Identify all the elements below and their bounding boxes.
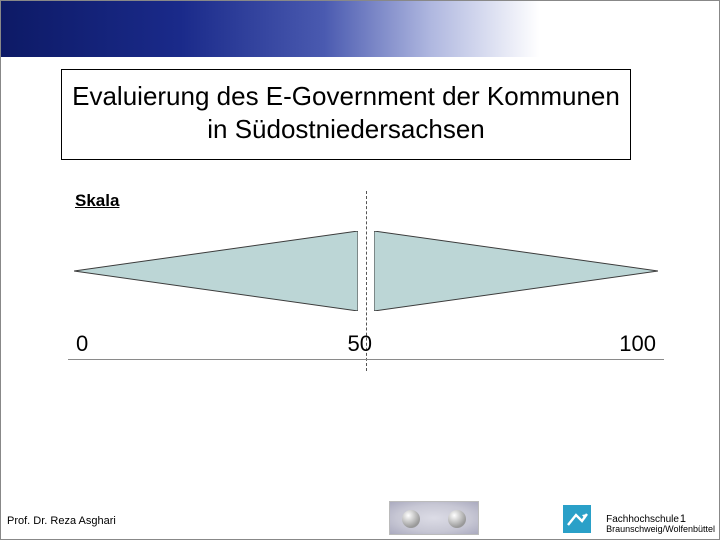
footer: Prof. Dr. Reza Asghari Fachhochschule1 B… bbox=[1, 499, 719, 539]
institution-block: Fachhochschule1 Braunschweig/Wolfenbütte… bbox=[606, 513, 715, 535]
logo-bg bbox=[563, 505, 591, 533]
footer-center-graphic bbox=[389, 501, 479, 535]
slide-title: Evaluierung des E-Government der Kommune… bbox=[72, 80, 620, 145]
tick-min: 0 bbox=[76, 331, 88, 357]
slide: Evaluierung des E-Government der Kommune… bbox=[0, 0, 720, 540]
wedge-left-shape bbox=[74, 231, 358, 311]
wedge-left bbox=[74, 231, 358, 311]
institution-line2: Braunschweig/Wolfenbüttel bbox=[606, 524, 715, 534]
title-box: Evaluierung des E-Government der Kommune… bbox=[61, 69, 631, 160]
top-gradient-bar bbox=[1, 1, 719, 57]
scale-diagram: 0 50 100 bbox=[66, 221, 666, 381]
author-label: Prof. Dr. Reza Asghari bbox=[7, 515, 116, 527]
wedge-right-shape bbox=[374, 231, 658, 311]
wedge-right bbox=[374, 231, 658, 311]
scale-axis-underline bbox=[68, 359, 664, 360]
scale-tick-labels: 0 50 100 bbox=[66, 331, 666, 357]
scale-wedges bbox=[66, 231, 666, 311]
tick-mid: 50 bbox=[348, 331, 372, 357]
institution-logo bbox=[563, 505, 591, 533]
tick-max: 100 bbox=[619, 331, 656, 357]
scale-heading: Skala bbox=[75, 191, 119, 211]
